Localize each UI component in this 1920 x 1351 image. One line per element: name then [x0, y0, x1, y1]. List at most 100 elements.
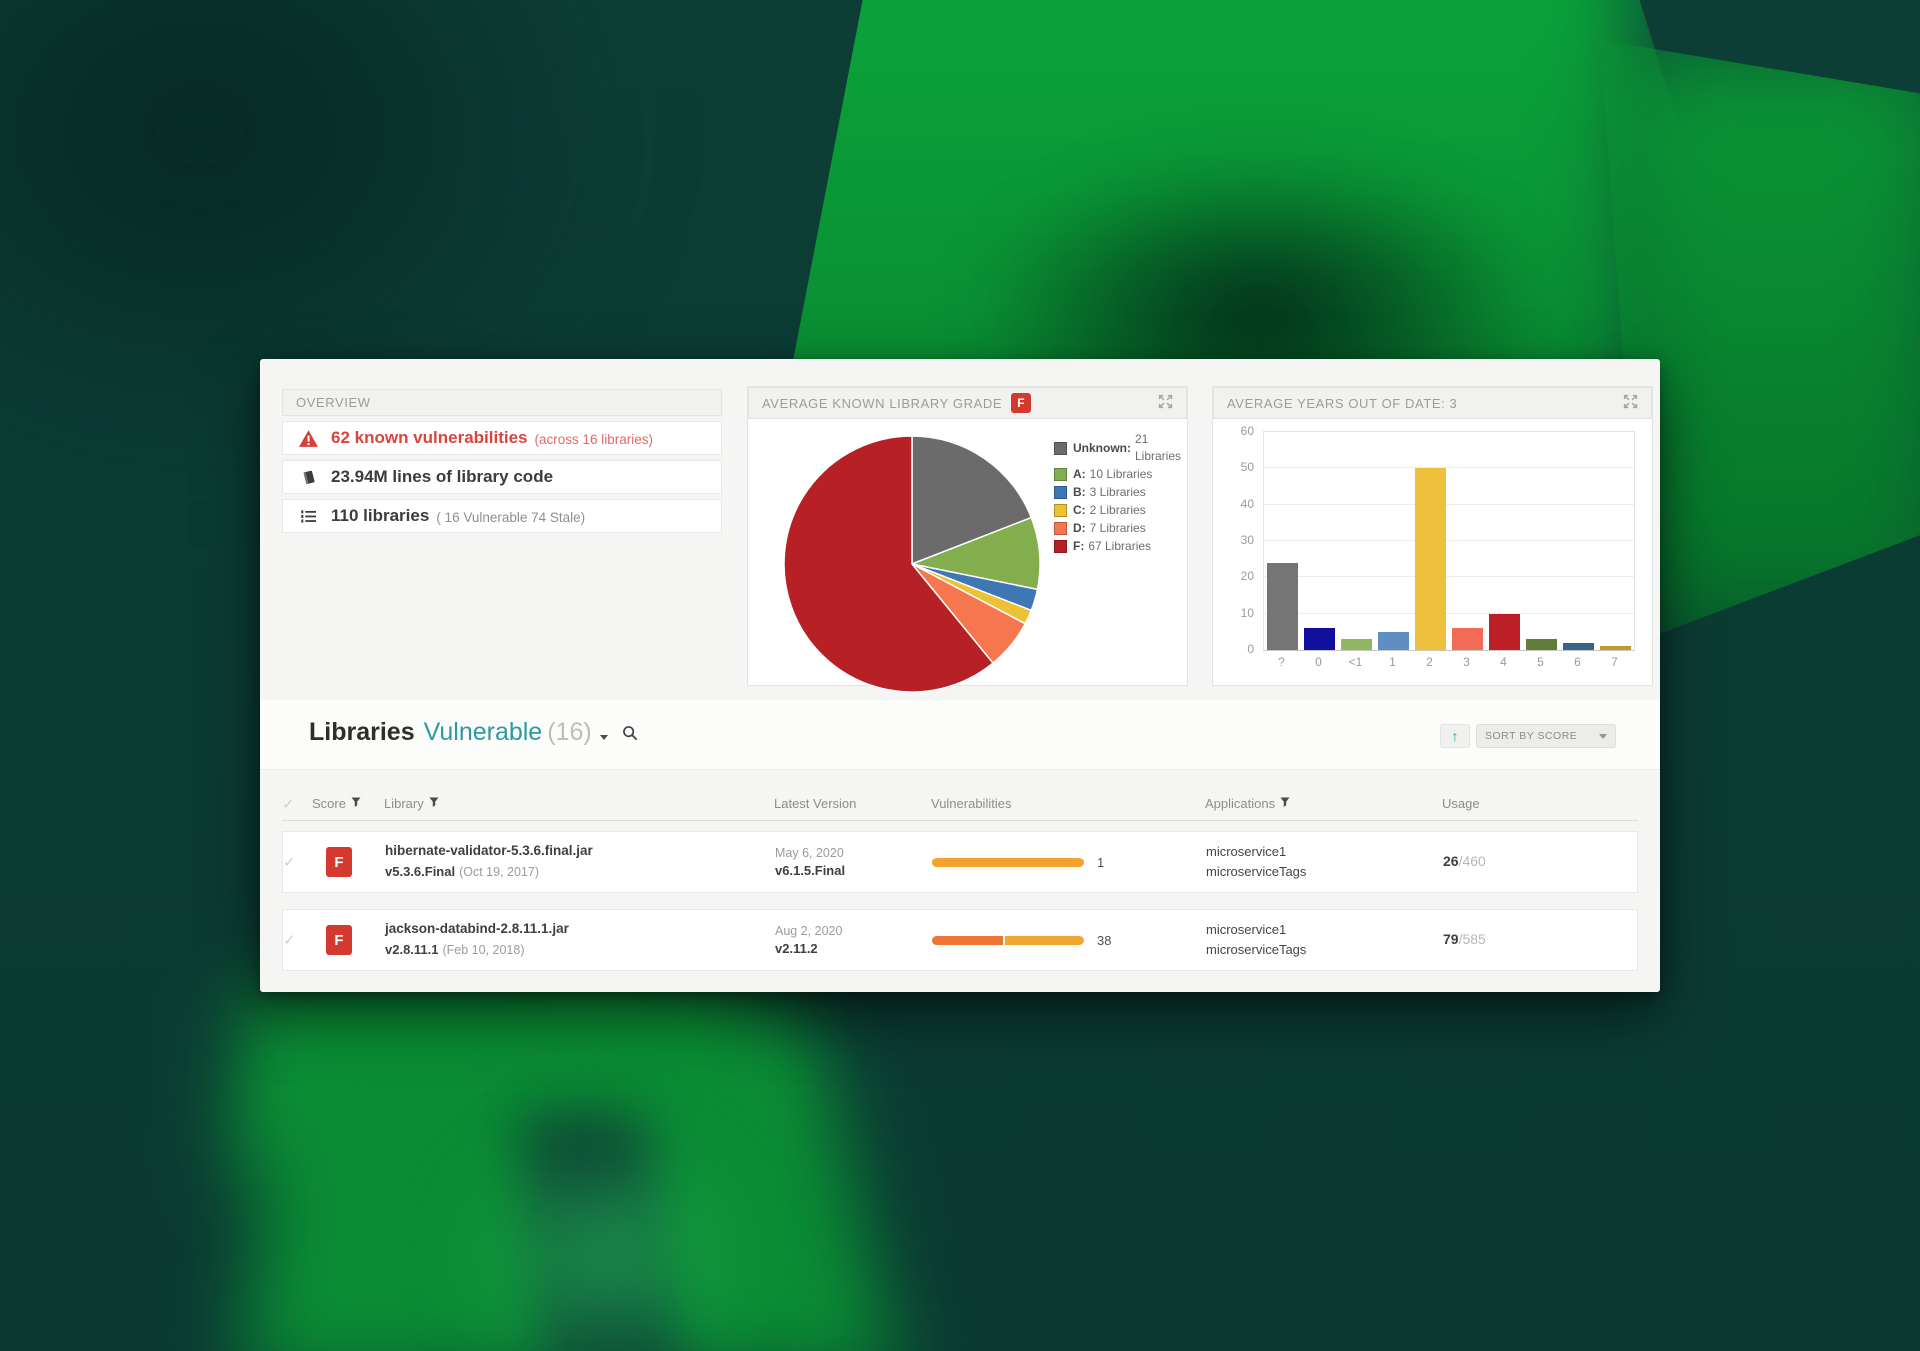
- grade-f-badge: F: [1011, 393, 1032, 413]
- legend-item-c: C: 2 Libraries: [1054, 502, 1187, 519]
- grade-legend: Unknown: 21 Libraries A: 10 Libraries B: 3 …: [1054, 431, 1187, 556]
- bg-m-highlight: [460, 1130, 750, 1351]
- overview-card: OVERVIEW 62 known vulnerabilities (acros…: [282, 389, 722, 533]
- column-library: Library: [384, 796, 774, 811]
- y-tick-10: 10: [1240, 605, 1254, 620]
- overview-card-header: OVERVIEW: [282, 389, 722, 416]
- sort-direction-button[interactable]: ↑: [1440, 724, 1470, 748]
- bar-chart-y-axis: 0 10 20 30 40 50 60: [1225, 424, 1259, 656]
- legend-swatch-f: [1054, 540, 1067, 553]
- libraries-breakdown: ( 16 Vulnerable 74 Stale): [436, 509, 586, 525]
- vulnerabilities-count: 62 known vulnerabilities: [331, 428, 528, 447]
- row-check-icon[interactable]: ✓: [283, 854, 296, 871]
- vulnerable-filter-label[interactable]: Vulnerable: [423, 718, 543, 746]
- x-tick-5: 5: [1537, 655, 1544, 669]
- overview-libraries-row[interactable]: 110 libraries ( 16 Vulnerable 74 Stale): [282, 499, 722, 533]
- legend-item-d: D: 7 Libraries: [1054, 520, 1187, 537]
- sort-by-dropdown[interactable]: SORT BY SCORE: [1476, 724, 1616, 748]
- bar-7: [1600, 646, 1631, 650]
- column-usage: Usage: [1442, 796, 1480, 811]
- x-tick-?: ?: [1278, 655, 1285, 669]
- years-card-header: AVERAGE YEARS OUT OF DATE: 3: [1213, 387, 1652, 419]
- overview-title: OVERVIEW: [296, 395, 371, 410]
- vulnerability-bar: [932, 935, 1084, 945]
- row-check-icon[interactable]: ✓: [283, 932, 296, 949]
- library-grade-card: AVERAGE KNOWN LIBRARY GRADE F Unknown: 21…: [747, 386, 1188, 693]
- bar-chart-x-axis: ? 0 <1 1 2 3 4 5 6 7: [1263, 655, 1633, 669]
- applications-cell: microservice1 microserviceTags: [1206, 843, 1307, 879]
- column-vulnerabilities: Vulnerabilities: [931, 796, 1012, 811]
- bar-5: [1526, 639, 1557, 650]
- bar-chart-plot: [1263, 431, 1635, 651]
- legend-item-f: F: 67 Libraries: [1054, 538, 1187, 555]
- y-tick-20: 20: [1240, 569, 1254, 584]
- book-icon: [295, 470, 321, 485]
- y-tick-40: 40: [1240, 496, 1254, 511]
- years-card-title: AVERAGE YEARS OUT OF DATE: 3: [1227, 395, 1458, 411]
- bar-6: [1563, 643, 1594, 650]
- search-icon[interactable]: [622, 725, 638, 746]
- bar-2: [1415, 468, 1446, 650]
- library-grade-title: AVERAGE KNOWN LIBRARY GRADE: [762, 395, 1003, 411]
- bar-3: [1452, 628, 1483, 650]
- score-filter-icon[interactable]: [351, 796, 361, 811]
- x-tick-7: 7: [1611, 655, 1618, 669]
- pie-slice-F: [783, 435, 995, 693]
- x-tick-<1: <1: [1348, 655, 1363, 669]
- bar-4: [1489, 614, 1520, 650]
- table-header: ✓ Score Library Latest Version Vulnerabi…: [282, 787, 1638, 821]
- library-grade-header: AVERAGE KNOWN LIBRARY GRADE F: [748, 387, 1187, 419]
- warning-triangle-icon: [295, 429, 321, 447]
- library-filter-icon[interactable]: [429, 796, 439, 811]
- library-cell: jackson-databind-2.8.11.1.jar v2.8.11.1(…: [385, 920, 569, 958]
- applications-cell: microservice1 microserviceTags: [1206, 921, 1307, 957]
- vulnerabilities-cell: 1: [932, 855, 1206, 870]
- column-applications: Applications: [1205, 796, 1442, 811]
- usage-cell: 79/585: [1443, 931, 1486, 947]
- legend-item-a: A: 10 Libraries: [1054, 466, 1187, 483]
- y-tick-0: 0: [1247, 642, 1254, 656]
- x-tick-6: 6: [1574, 655, 1581, 669]
- bar-<1: [1341, 639, 1372, 650]
- vulnerable-count: (16): [547, 718, 592, 746]
- column-score: Score: [312, 796, 384, 811]
- select-all-check-icon[interactable]: ✓: [282, 795, 295, 813]
- x-tick-4: 4: [1500, 655, 1507, 669]
- table-row[interactable]: ✓ F hibernate-validator-5.3.6.final.jar …: [282, 831, 1638, 893]
- overview-vulnerabilities-row[interactable]: 62 known vulnerabilities (across 16 libr…: [282, 421, 722, 455]
- x-tick-2: 2: [1426, 655, 1433, 669]
- libraries-count: 110 libraries: [331, 506, 430, 525]
- bar-0: [1304, 628, 1335, 650]
- x-tick-1: 1: [1389, 655, 1396, 669]
- table-row[interactable]: ✓ F jackson-databind-2.8.11.1.jar v2.8.1…: [282, 909, 1638, 971]
- loc-count: 23.94M lines of library code: [331, 467, 554, 486]
- grade-pie-chart: [777, 429, 1047, 704]
- library-cell: hibernate-validator-5.3.6.final.jar v5.3…: [385, 842, 593, 880]
- expand-icon[interactable]: [1158, 394, 1173, 412]
- usage-cell: 26/460: [1443, 853, 1486, 869]
- score-badge: F: [326, 925, 352, 955]
- vulnerability-bar: [932, 857, 1084, 867]
- applications-filter-icon[interactable]: [1280, 796, 1290, 811]
- legend-swatch-c: [1054, 504, 1067, 517]
- x-tick-0: 0: [1315, 655, 1322, 669]
- pie-slice-Unknown: [911, 435, 1033, 566]
- y-tick-50: 50: [1240, 460, 1254, 475]
- latest-version-cell: Aug 2, 2020 v2.11.2: [775, 923, 843, 956]
- legend-swatch-a: [1054, 468, 1067, 481]
- latest-version-cell: May 6, 2020 v6.1.5.Final: [775, 845, 846, 878]
- legend-item-b: B: 3 Libraries: [1054, 484, 1187, 501]
- ordered-list-icon: [295, 509, 321, 523]
- bar-?: [1267, 563, 1298, 650]
- x-tick-3: 3: [1463, 655, 1470, 669]
- overview-loc-row[interactable]: 23.94M lines of library code: [282, 460, 722, 494]
- legend-swatch-b: [1054, 486, 1067, 499]
- score-badge: F: [326, 847, 352, 877]
- sort-caret-icon: [1599, 733, 1607, 739]
- legend-swatch-d: [1054, 522, 1067, 535]
- filter-dropdown-caret[interactable]: [599, 735, 608, 740]
- y-tick-60: 60: [1240, 424, 1254, 438]
- libraries-title: Libraries: [309, 718, 415, 746]
- expand-icon[interactable]: [1623, 394, 1638, 412]
- years-out-of-date-card: AVERAGE YEARS OUT OF DATE: 3 0 10 20 30 40 50…: [1212, 386, 1653, 686]
